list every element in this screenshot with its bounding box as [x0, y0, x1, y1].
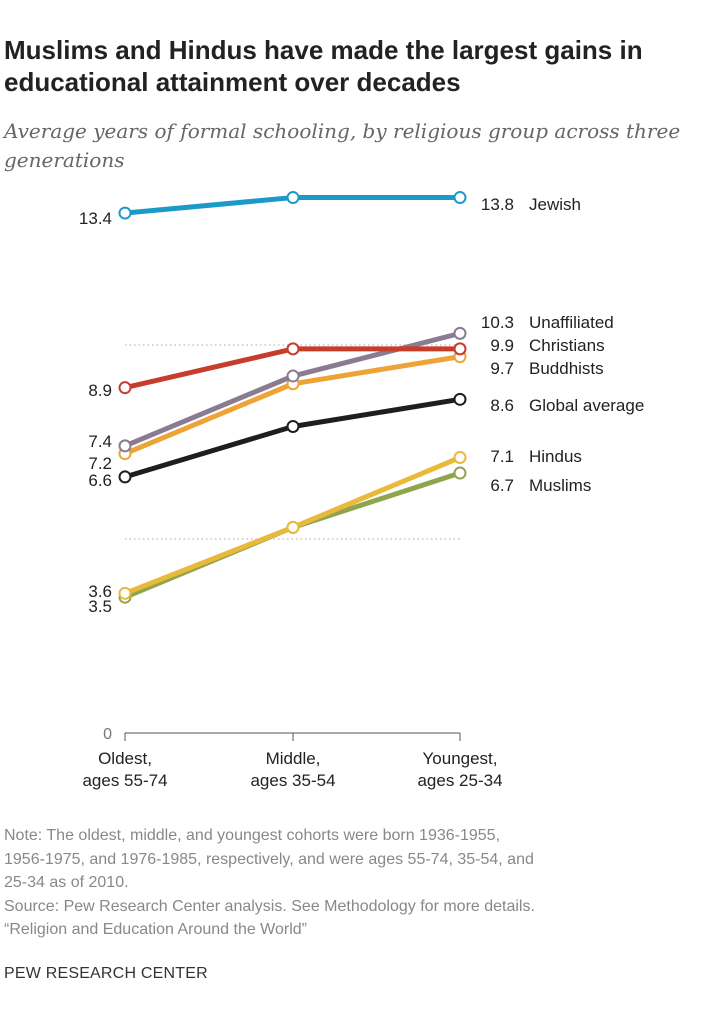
- chart-subtitle: Average years of formal schooling, by re…: [4, 119, 681, 172]
- start-label-global-average: 6.6: [88, 471, 112, 490]
- data-point-unaffiliated: [118, 439, 132, 453]
- x-tick-label: Middle, ages 35-54: [250, 749, 335, 790]
- start-label-jewish: 13.4: [79, 209, 112, 228]
- series-christians: [118, 342, 467, 395]
- series-line-global-average: [122, 396, 463, 480]
- data-point-unaffiliated: [453, 326, 467, 340]
- start-label-unaffiliated: 7.4: [88, 432, 112, 451]
- value-labels: 13.4 13.8 Jewish 7.4 10.3 Unaffiliated 8.9 9.9 C…: [79, 195, 644, 616]
- legend-label-hindus: Hindus: [529, 447, 582, 466]
- data-point-hindus: [453, 451, 467, 465]
- data-point-christians: [286, 342, 300, 356]
- note-text: Note: The oldest, middle, and youngest c…: [4, 827, 534, 891]
- source-text: Source: Pew Research Center analysis. Se…: [4, 897, 535, 915]
- data-point-jewish: [286, 191, 300, 205]
- footer-brand: PEW RESEARCH CENTER: [4, 965, 208, 982]
- data-point-hindus: [286, 520, 300, 534]
- end-label-jewish: 13.8: [481, 195, 514, 214]
- end-label-buddhists: 9.7: [490, 359, 514, 378]
- end-label-hindus: 7.1: [490, 447, 514, 466]
- series-muslims: [118, 466, 467, 604]
- legend-label-unaffiliated: Unaffiliated: [529, 313, 614, 332]
- data-point-christians: [118, 381, 132, 395]
- legend-label-global-average: Global average: [529, 396, 644, 415]
- legend-label-buddhists: Buddhists: [529, 359, 604, 378]
- legend-label-jewish: Jewish: [529, 195, 581, 214]
- data-point-global-average: [118, 470, 132, 484]
- data-point-global-average: [453, 392, 467, 406]
- legend-label-muslims: Muslims: [529, 476, 591, 495]
- start-label-christians: 8.9: [88, 381, 112, 400]
- chart-title: Muslims and Hindus have made the largest…: [4, 35, 643, 97]
- legend-label-christians: Christians: [529, 336, 605, 355]
- report-link[interactable]: “Religion and Education Around the World…: [4, 921, 307, 938]
- chart-note: Note: The oldest, middle, and youngest c…: [4, 824, 694, 942]
- end-label-christians: 9.9: [490, 336, 514, 355]
- x-tick-label: Oldest, ages 55-74: [82, 749, 167, 790]
- series-jewish: [118, 191, 467, 220]
- data-point-global-average: [286, 419, 300, 433]
- data-point-jewish: [118, 206, 132, 220]
- end-label-global-average: 8.6: [490, 396, 514, 415]
- start-label-muslims: 3.5: [88, 597, 112, 616]
- x-tick-label: Youngest, ages 25-34: [417, 749, 502, 790]
- data-point-christians: [453, 342, 467, 356]
- series-line-muslims: [122, 470, 463, 600]
- end-label-unaffiliated: 10.3: [481, 313, 514, 332]
- data-point-jewish: [453, 191, 467, 205]
- start-label-buddhists: 7.2: [88, 454, 112, 473]
- start-label-hindus: 3.6: [88, 582, 112, 601]
- x-axis: 0 Oldest, ages 55-74 Middle, ages 35-54 Young…: [82, 726, 502, 790]
- data-point-unaffiliated: [286, 369, 300, 383]
- end-label-muslims: 6.7: [490, 476, 514, 495]
- y-tick-label: 0: [103, 726, 112, 743]
- data-point-muslims: [453, 466, 467, 480]
- series-hindus: [118, 451, 467, 600]
- series-layer: [118, 191, 467, 604]
- data-point-hindus: [118, 586, 132, 600]
- line-chart: 0 Oldest, ages 55-74 Middle, ages 35-54 Young…: [79, 191, 644, 790]
- series-global-average: [118, 392, 467, 484]
